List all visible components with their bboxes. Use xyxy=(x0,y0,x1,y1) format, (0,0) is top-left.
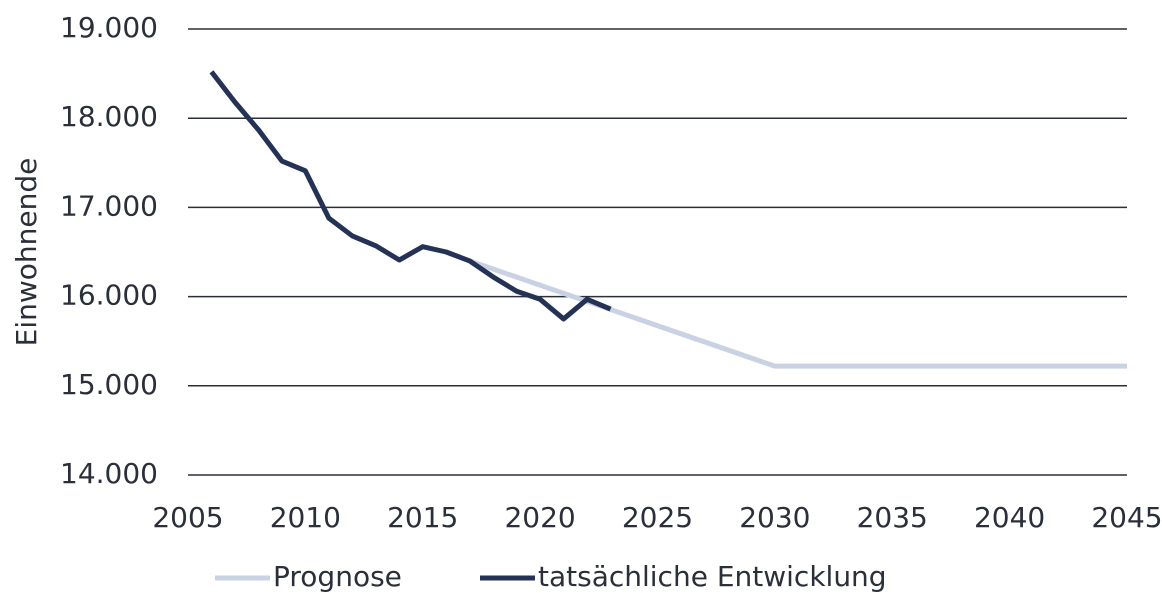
y-tick-label: 15.000 xyxy=(60,368,158,401)
y-tick-label: 16.000 xyxy=(60,279,158,312)
y-tick-label: 19.000 xyxy=(60,11,158,44)
y-tick-label: 17.000 xyxy=(60,189,158,222)
x-tick-label: 2030 xyxy=(739,501,810,534)
series-line xyxy=(468,258,1127,369)
y-axis-label: Einwohnende xyxy=(10,158,43,347)
series-line xyxy=(209,70,612,322)
x-tick-label: 2040 xyxy=(974,501,1045,534)
x-tick-label: 2045 xyxy=(1091,501,1162,534)
x-tick-label: 2005 xyxy=(152,501,223,534)
legend-label: tatsächliche Entwicklung xyxy=(538,560,887,593)
x-tick-label: 2035 xyxy=(857,501,928,534)
x-tick-label: 2015 xyxy=(387,501,458,534)
x-tick-label: 2020 xyxy=(504,501,575,534)
y-tick-label: 18.000 xyxy=(60,100,158,133)
legend-label: Prognose xyxy=(273,560,402,593)
x-tick-label: 2010 xyxy=(270,501,341,534)
x-tick-label: 2025 xyxy=(622,501,693,534)
y-tick-label: 14.000 xyxy=(60,457,158,490)
